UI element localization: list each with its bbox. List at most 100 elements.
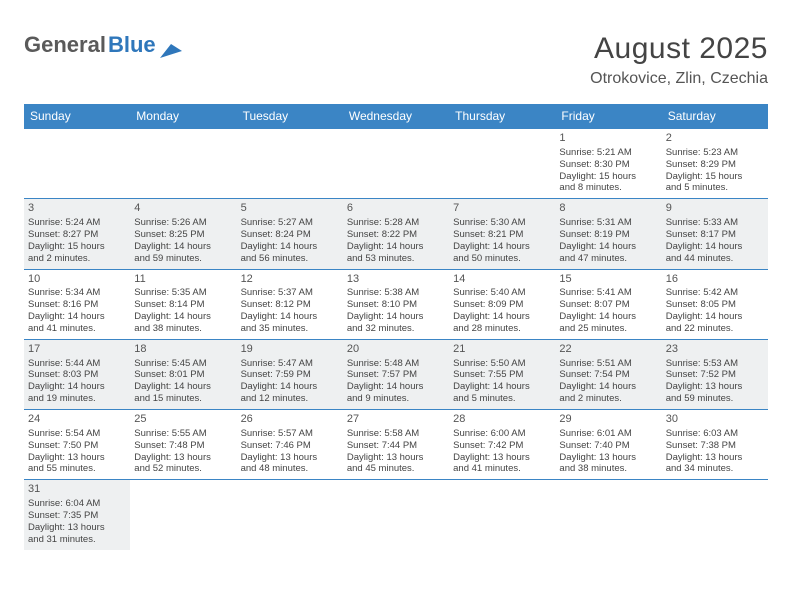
sunset-text: Sunset: 8:29 PM (666, 159, 764, 171)
daylight1-text: Daylight: 14 hours (241, 241, 339, 253)
daylight2-text: and 2 minutes. (28, 253, 126, 265)
sunset-text: Sunset: 8:19 PM (559, 229, 657, 241)
calendar-cell-empty (449, 128, 555, 198)
daylight1-text: Daylight: 13 hours (28, 452, 126, 464)
calendar-cell: 2Sunrise: 5:23 AMSunset: 8:29 PMDaylight… (662, 128, 768, 198)
daylight2-text: and 52 minutes. (134, 463, 232, 475)
daylight2-text: and 32 minutes. (347, 323, 445, 335)
date-number: 2 (666, 132, 764, 146)
sunset-text: Sunset: 8:03 PM (28, 369, 126, 381)
date-number: 5 (241, 202, 339, 216)
date-number: 15 (559, 273, 657, 287)
sunrise-text: Sunrise: 6:00 AM (453, 428, 551, 440)
calendar-cell: 9Sunrise: 5:33 AMSunset: 8:17 PMDaylight… (662, 198, 768, 268)
daylight2-text: and 12 minutes. (241, 393, 339, 405)
sunrise-text: Sunrise: 5:45 AM (134, 358, 232, 370)
calendar-cell-empty (130, 128, 236, 198)
daylight2-text: and 38 minutes. (134, 323, 232, 335)
date-number: 13 (347, 273, 445, 287)
calendar-cell: 29Sunrise: 6:01 AMSunset: 7:40 PMDayligh… (555, 409, 661, 479)
logo: GeneralBlue (24, 32, 182, 58)
calendar-cell: 26Sunrise: 5:57 AMSunset: 7:46 PMDayligh… (237, 409, 343, 479)
daylight1-text: Daylight: 13 hours (347, 452, 445, 464)
sunset-text: Sunset: 8:17 PM (666, 229, 764, 241)
daylight1-text: Daylight: 14 hours (559, 311, 657, 323)
flag-icon (160, 38, 182, 52)
sunrise-text: Sunrise: 5:50 AM (453, 358, 551, 370)
calendar-cell: 8Sunrise: 5:31 AMSunset: 8:19 PMDaylight… (555, 198, 661, 268)
daylight2-text: and 35 minutes. (241, 323, 339, 335)
sunrise-text: Sunrise: 5:38 AM (347, 287, 445, 299)
sunrise-text: Sunrise: 5:30 AM (453, 217, 551, 229)
calendar-cell: 18Sunrise: 5:45 AMSunset: 8:01 PMDayligh… (130, 339, 236, 409)
calendar-cell: 10Sunrise: 5:34 AMSunset: 8:16 PMDayligh… (24, 269, 130, 339)
calendar: SundayMondayTuesdayWednesdayThursdayFrid… (24, 104, 768, 550)
date-number: 6 (347, 202, 445, 216)
date-number: 23 (666, 343, 764, 357)
sunrise-text: Sunrise: 5:54 AM (28, 428, 126, 440)
daylight2-text: and 59 minutes. (134, 253, 232, 265)
date-number: 3 (28, 202, 126, 216)
daylight2-text: and 44 minutes. (666, 253, 764, 265)
date-number: 22 (559, 343, 657, 357)
daylight2-text: and 48 minutes. (241, 463, 339, 475)
sunset-text: Sunset: 7:38 PM (666, 440, 764, 452)
daylight1-text: Daylight: 14 hours (28, 381, 126, 393)
calendar-cell: 21Sunrise: 5:50 AMSunset: 7:55 PMDayligh… (449, 339, 555, 409)
daylight2-text: and 31 minutes. (28, 534, 126, 546)
sunset-text: Sunset: 7:54 PM (559, 369, 657, 381)
sunrise-text: Sunrise: 5:41 AM (559, 287, 657, 299)
month-title: August 2025 (590, 32, 768, 66)
sunrise-text: Sunrise: 5:26 AM (134, 217, 232, 229)
daylight1-text: Daylight: 14 hours (241, 381, 339, 393)
sunset-text: Sunset: 8:25 PM (134, 229, 232, 241)
daylight2-text: and 41 minutes. (28, 323, 126, 335)
sunset-text: Sunset: 8:12 PM (241, 299, 339, 311)
sunset-text: Sunset: 7:52 PM (666, 369, 764, 381)
calendar-cell-empty (555, 479, 661, 549)
daylight2-text: and 38 minutes. (559, 463, 657, 475)
sunrise-text: Sunrise: 6:01 AM (559, 428, 657, 440)
date-number: 29 (559, 413, 657, 427)
daylight1-text: Daylight: 14 hours (453, 381, 551, 393)
daylight1-text: Daylight: 15 hours (666, 171, 764, 183)
daylight2-text: and 19 minutes. (28, 393, 126, 405)
date-number: 27 (347, 413, 445, 427)
daylight1-text: Daylight: 13 hours (28, 522, 126, 534)
daylight2-text: and 5 minutes. (453, 393, 551, 405)
date-number: 28 (453, 413, 551, 427)
title-block: August 2025 Otrokovice, Zlin, Czechia (590, 32, 768, 88)
daylight1-text: Daylight: 14 hours (241, 311, 339, 323)
daylight2-text: and 56 minutes. (241, 253, 339, 265)
daylight2-text: and 25 minutes. (559, 323, 657, 335)
logo-text-2: Blue (108, 32, 156, 58)
sunset-text: Sunset: 7:55 PM (453, 369, 551, 381)
calendar-cell-empty (237, 128, 343, 198)
date-number: 12 (241, 273, 339, 287)
calendar-cell: 15Sunrise: 5:41 AMSunset: 8:07 PMDayligh… (555, 269, 661, 339)
day-header-cell: Tuesday (237, 104, 343, 128)
daylight1-text: Daylight: 14 hours (666, 241, 764, 253)
daylight2-text: and 22 minutes. (666, 323, 764, 335)
sunset-text: Sunset: 8:30 PM (559, 159, 657, 171)
daylight2-text: and 15 minutes. (134, 393, 232, 405)
daylight1-text: Daylight: 13 hours (134, 452, 232, 464)
calendar-cell: 20Sunrise: 5:48 AMSunset: 7:57 PMDayligh… (343, 339, 449, 409)
day-header-cell: Wednesday (343, 104, 449, 128)
day-header-cell: Thursday (449, 104, 555, 128)
sunrise-text: Sunrise: 6:03 AM (666, 428, 764, 440)
daylight1-text: Daylight: 14 hours (559, 381, 657, 393)
date-number: 24 (28, 413, 126, 427)
sunrise-text: Sunrise: 5:35 AM (134, 287, 232, 299)
date-number: 7 (453, 202, 551, 216)
calendar-cell: 17Sunrise: 5:44 AMSunset: 8:03 PMDayligh… (24, 339, 130, 409)
sunset-text: Sunset: 7:42 PM (453, 440, 551, 452)
daylight1-text: Daylight: 14 hours (28, 311, 126, 323)
sunset-text: Sunset: 8:24 PM (241, 229, 339, 241)
date-number: 16 (666, 273, 764, 287)
calendar-cell: 12Sunrise: 5:37 AMSunset: 8:12 PMDayligh… (237, 269, 343, 339)
sunset-text: Sunset: 8:14 PM (134, 299, 232, 311)
daylight1-text: Daylight: 14 hours (134, 241, 232, 253)
sunrise-text: Sunrise: 5:44 AM (28, 358, 126, 370)
sunset-text: Sunset: 7:59 PM (241, 369, 339, 381)
